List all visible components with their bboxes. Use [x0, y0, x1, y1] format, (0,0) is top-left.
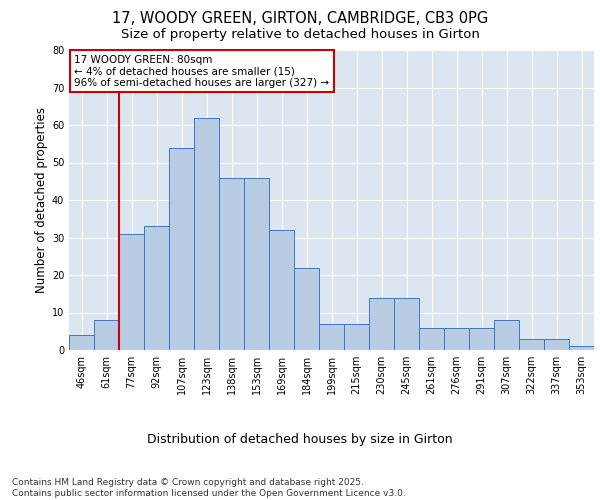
Bar	[394, 298, 419, 350]
Text: Distribution of detached houses by size in Girton: Distribution of detached houses by size …	[147, 432, 453, 446]
Text: Size of property relative to detached houses in Girton: Size of property relative to detached ho…	[121, 28, 479, 41]
Bar	[194, 118, 219, 350]
Bar	[294, 268, 319, 350]
Bar	[544, 339, 569, 350]
Bar	[219, 178, 244, 350]
Bar	[169, 148, 194, 350]
Bar	[269, 230, 294, 350]
Bar	[244, 178, 269, 350]
Text: Contains HM Land Registry data © Crown copyright and database right 2025.
Contai: Contains HM Land Registry data © Crown c…	[12, 478, 406, 498]
Bar	[519, 339, 544, 350]
Bar	[119, 234, 144, 350]
Bar	[494, 320, 519, 350]
Y-axis label: Number of detached properties: Number of detached properties	[35, 107, 47, 293]
Bar	[369, 298, 394, 350]
Bar	[444, 328, 469, 350]
Text: 17 WOODY GREEN: 80sqm
← 4% of detached houses are smaller (15)
96% of semi-detac: 17 WOODY GREEN: 80sqm ← 4% of detached h…	[74, 54, 329, 88]
Bar	[69, 335, 94, 350]
Bar	[344, 324, 369, 350]
Bar	[569, 346, 594, 350]
Bar	[144, 226, 169, 350]
Text: 17, WOODY GREEN, GIRTON, CAMBRIDGE, CB3 0PG: 17, WOODY GREEN, GIRTON, CAMBRIDGE, CB3 …	[112, 11, 488, 26]
Bar	[319, 324, 344, 350]
Bar	[94, 320, 119, 350]
Bar	[469, 328, 494, 350]
Bar	[419, 328, 444, 350]
